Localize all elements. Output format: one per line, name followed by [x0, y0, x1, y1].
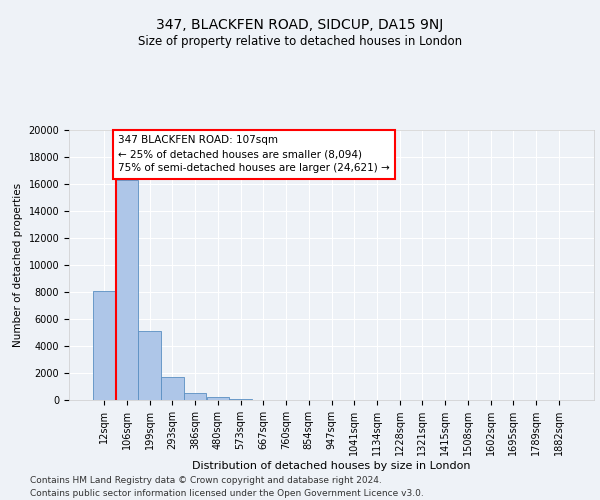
Bar	[139, 331, 161, 400]
Text: Contains HM Land Registry data © Crown copyright and database right 2024.: Contains HM Land Registry data © Crown c…	[30, 476, 382, 485]
Bar	[206, 398, 229, 400]
X-axis label: Distribution of detached houses by size in London: Distribution of detached houses by size …	[192, 461, 471, 471]
Bar	[93, 290, 116, 400]
Bar	[184, 393, 206, 400]
Bar	[229, 398, 252, 400]
Text: 347 BLACKFEN ROAD: 107sqm
← 25% of detached houses are smaller (8,094)
75% of se: 347 BLACKFEN ROAD: 107sqm ← 25% of detac…	[118, 136, 389, 173]
Text: Contains public sector information licensed under the Open Government Licence v3: Contains public sector information licen…	[30, 489, 424, 498]
Text: 347, BLACKFEN ROAD, SIDCUP, DA15 9NJ: 347, BLACKFEN ROAD, SIDCUP, DA15 9NJ	[157, 18, 443, 32]
Text: Size of property relative to detached houses in London: Size of property relative to detached ho…	[138, 35, 462, 48]
Bar	[116, 180, 139, 400]
Bar	[161, 377, 184, 400]
Y-axis label: Number of detached properties: Number of detached properties	[13, 183, 23, 347]
